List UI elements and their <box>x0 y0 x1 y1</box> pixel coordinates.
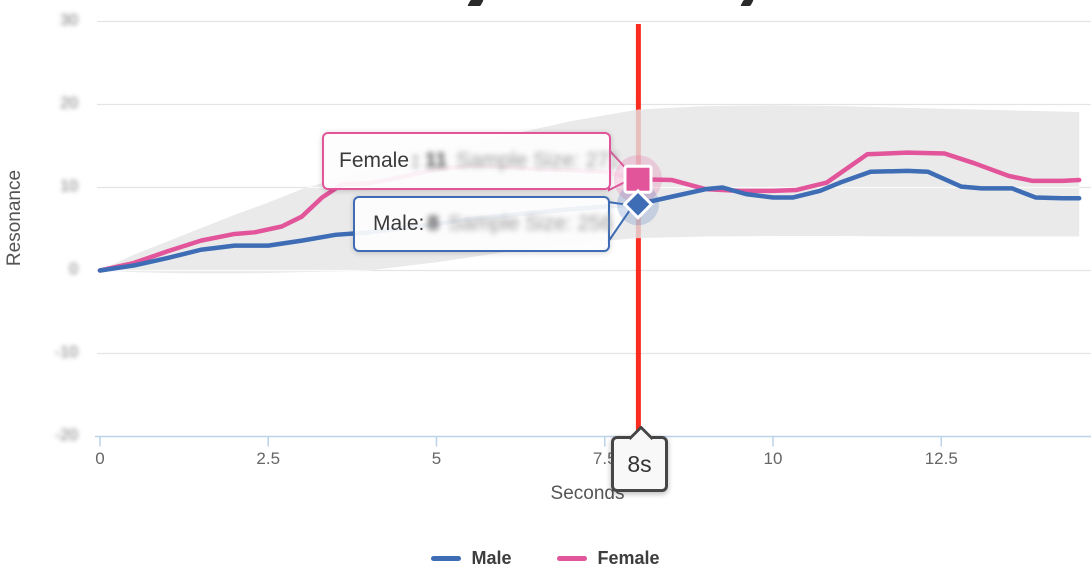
confidence-band-area <box>100 105 1080 274</box>
confidence-band <box>100 105 1080 274</box>
male-point-marker[interactable] <box>622 188 654 220</box>
legend: Male Female <box>0 548 1091 569</box>
female-line-swatch <box>557 556 588 561</box>
male-line-swatch <box>431 556 462 561</box>
female-point-marker[interactable] <box>623 164 653 194</box>
legend-item-female[interactable]: Female <box>557 548 660 569</box>
series-line-male <box>97 168 1082 273</box>
x-axis <box>95 435 1091 447</box>
legend-item-male[interactable]: Male <box>431 548 511 569</box>
legend-label-male: Male <box>471 548 512 568</box>
legend-label-female: Female <box>597 548 660 568</box>
